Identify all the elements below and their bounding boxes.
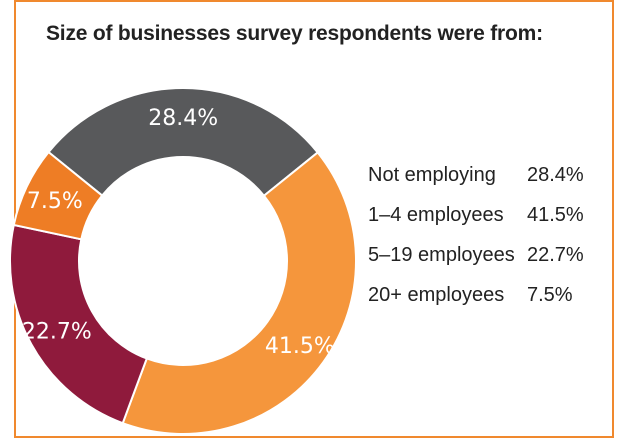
data-label-5-19-employees: 22.7% xyxy=(22,319,92,344)
slice-1-4-employees xyxy=(121,151,357,435)
chart-title: Size of businesses survey respondents we… xyxy=(46,22,543,45)
slice-20plus-employees xyxy=(12,150,104,241)
legend-value: 7.5% xyxy=(527,284,573,306)
data-label-not-employing: 28.4% xyxy=(148,106,218,131)
legend-value: 28.4% xyxy=(527,164,584,186)
slice-not-employing xyxy=(47,87,320,198)
slice-5-19-employees xyxy=(9,223,149,425)
legend-value: 41.5% xyxy=(527,204,584,226)
data-label-20plus-employees: 7.5% xyxy=(27,189,83,214)
legend-label: 20+ employees xyxy=(368,284,505,306)
legend-value: 22.7% xyxy=(527,244,584,266)
legend-label: 1–4 employees xyxy=(368,204,504,226)
data-label-1-4-employees: 41.5% xyxy=(265,334,335,359)
legend-label: Not employing xyxy=(368,164,496,186)
legend-label: 5–19 employees xyxy=(368,244,515,266)
